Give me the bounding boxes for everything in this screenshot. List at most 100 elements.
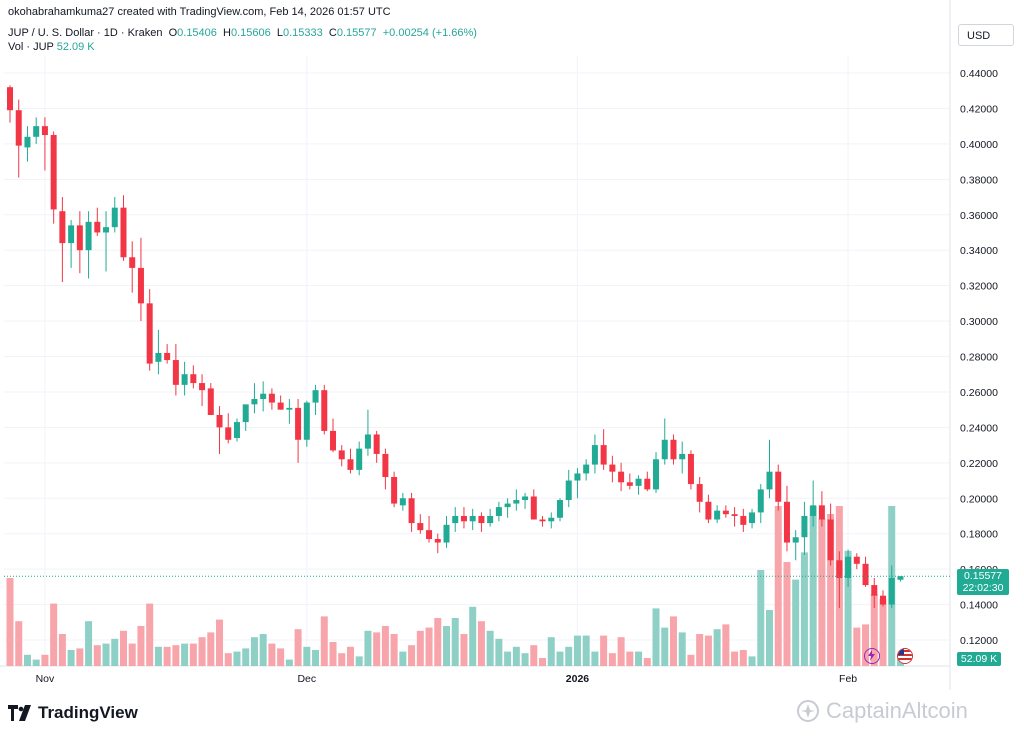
candle-body <box>600 445 607 465</box>
candle-body <box>880 595 886 605</box>
volume-bar <box>242 648 250 666</box>
watermark-text: CaptainAltcoin <box>826 698 968 723</box>
candle-body <box>644 478 651 490</box>
volume-bar <box>844 550 852 666</box>
volume-bar <box>93 645 101 666</box>
candle-body <box>460 515 467 522</box>
candle-body <box>871 585 878 596</box>
volume-bar <box>591 651 599 666</box>
volume-bar <box>102 643 110 666</box>
candle-body <box>775 471 782 502</box>
candle-body <box>68 225 75 244</box>
volume-bar <box>41 654 49 666</box>
volume-bar <box>119 630 127 666</box>
volume-bar <box>565 646 573 666</box>
candle-body <box>513 500 520 504</box>
candle-body <box>487 515 494 524</box>
candle-body <box>391 476 398 504</box>
candle-body <box>749 512 756 524</box>
close-value: 0.15577 <box>336 27 377 39</box>
candle-body <box>155 352 162 362</box>
y-tick-label: 0.12000 <box>960 635 998 647</box>
candle-body <box>591 445 598 465</box>
us-flag-icon[interactable] <box>897 648 913 664</box>
candle-body <box>687 453 694 485</box>
candle-body <box>783 501 790 543</box>
volume-bar <box>783 562 791 666</box>
open-value: 0.15406 <box>177 27 217 39</box>
volume-bar <box>408 645 416 666</box>
volume-label[interactable]: Vol · JUP <box>8 41 54 53</box>
candle-body <box>120 207 127 258</box>
captainaltcoin-watermark: CaptainAltcoin <box>796 698 968 724</box>
tradingview-logo[interactable]: TradingView <box>8 703 138 723</box>
volume-bar <box>766 610 774 666</box>
volume-bar <box>774 506 782 666</box>
lightning-icon[interactable] <box>864 648 880 664</box>
volume-bar <box>451 618 459 666</box>
tradingview-logo-text: TradingView <box>38 703 138 722</box>
volume-bar <box>181 643 189 666</box>
candle-body <box>172 360 179 385</box>
candle-body <box>111 207 118 228</box>
candle-body <box>137 267 144 304</box>
candle-body <box>626 482 633 486</box>
candle-body <box>233 422 240 439</box>
y-tick-label: 0.22000 <box>960 458 998 470</box>
candle-body <box>408 498 415 524</box>
volume-bar <box>111 638 119 666</box>
volume-bar <box>23 654 31 666</box>
volume-bar <box>259 634 267 666</box>
x-tick-label: Nov <box>36 673 55 685</box>
candle-body <box>504 503 511 508</box>
volume-bar <box>381 626 389 666</box>
candle-body <box>76 225 83 251</box>
close-label: C <box>328 27 337 39</box>
candle-body <box>330 430 337 451</box>
candle-body <box>24 136 31 148</box>
tradingview-logo-icon <box>8 705 31 721</box>
volume-bar <box>643 658 651 666</box>
candle-body <box>382 453 389 477</box>
candle-body <box>469 515 476 522</box>
candle-body <box>85 221 92 251</box>
volume-bar <box>713 629 721 666</box>
candle-body <box>59 211 66 244</box>
volume-bar <box>539 658 547 666</box>
volume-bar <box>373 632 381 666</box>
ohlc-legend: JUP / U. S. Dollar · 1D · Kraken O0.1540… <box>8 27 477 39</box>
volume-bar <box>582 635 590 666</box>
candle-body <box>818 505 825 520</box>
volume-bar <box>870 594 878 666</box>
candle-body <box>888 577 895 605</box>
volume-bar <box>224 653 232 666</box>
volume-bar <box>146 603 154 666</box>
bar-countdown: 22:02:30 <box>962 582 1004 594</box>
volume-bar <box>547 637 555 666</box>
volume-bar <box>364 630 372 666</box>
candle-body <box>417 523 424 531</box>
volume-bar <box>512 646 520 666</box>
currency-button[interactable]: USD <box>958 24 1014 46</box>
volume-bar <box>853 627 861 666</box>
volume-bar <box>460 634 468 666</box>
candle-body <box>530 496 537 520</box>
candle-body <box>190 374 197 384</box>
candle-body <box>364 434 371 449</box>
symbol-label[interactable]: JUP / U. S. Dollar · 1D · Kraken <box>8 27 163 39</box>
volume-bar <box>486 630 494 666</box>
volume-bar <box>346 646 354 666</box>
candle-body <box>670 439 677 460</box>
candle-body <box>653 459 660 490</box>
y-tick-label: 0.40000 <box>960 139 998 151</box>
candle-body <box>696 484 703 502</box>
volume-bar <box>687 654 695 666</box>
y-tick-label: 0.20000 <box>960 493 998 505</box>
candle-body <box>679 453 686 460</box>
volume-bar <box>556 651 564 666</box>
volume-bar <box>163 646 171 666</box>
volume-bar <box>477 621 485 666</box>
candle-body <box>277 402 284 410</box>
candle-body <box>225 427 232 440</box>
